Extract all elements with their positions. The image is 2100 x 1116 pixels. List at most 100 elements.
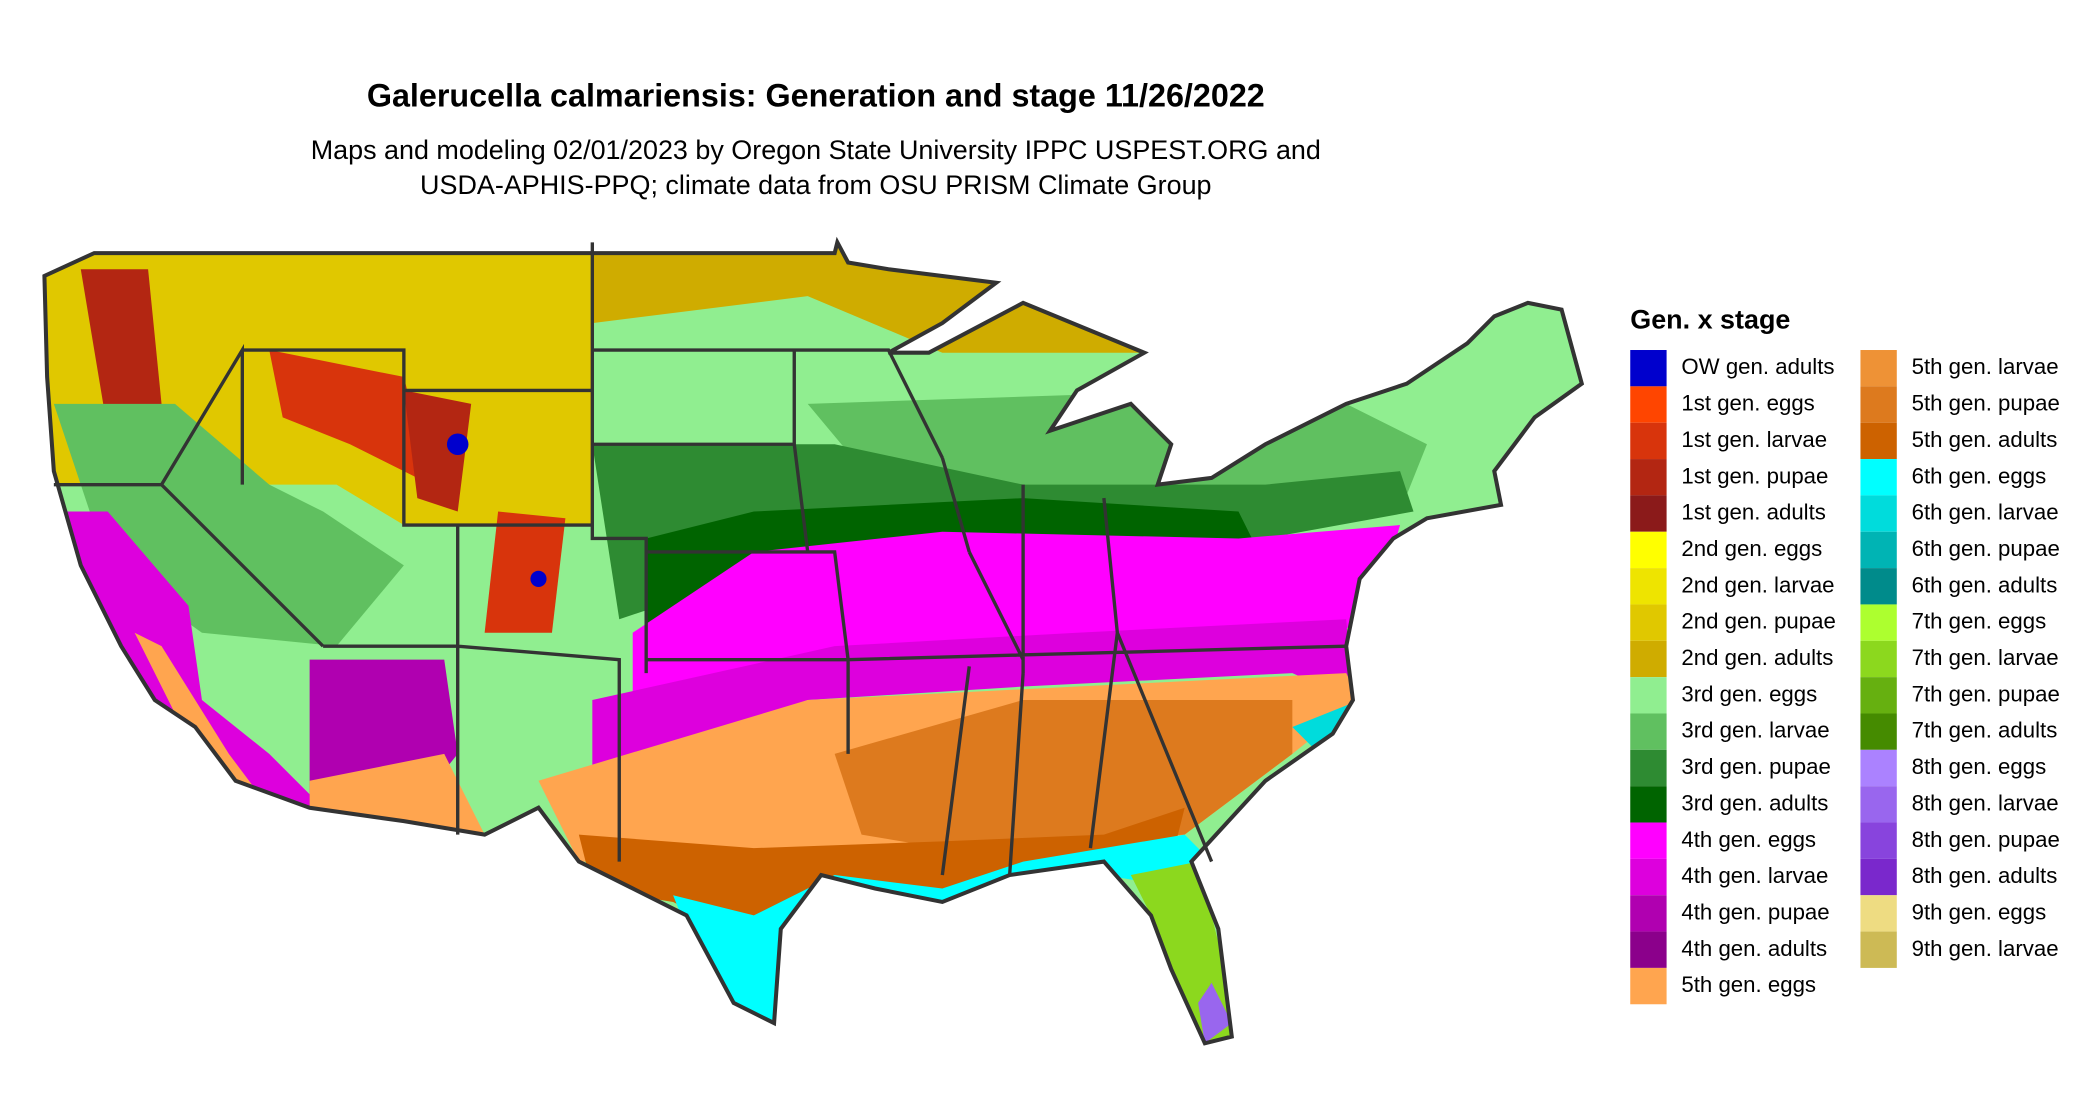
legend-label: 1st gen. larvae xyxy=(1681,428,1828,453)
legend-item: 5th gen. pupae xyxy=(1860,386,2060,423)
legend-label: 4th gen. eggs xyxy=(1681,827,1817,853)
legend-swatch xyxy=(1630,677,1667,714)
legend-swatch xyxy=(1860,640,1897,678)
region-1st-gen-larvae xyxy=(269,350,431,485)
legend-item: 7th gen. adults xyxy=(1860,713,2057,750)
legend-item: 6th gen. pupae xyxy=(1860,531,2060,569)
region-1st-gen-pupae xyxy=(80,269,162,431)
legend-label: 2nd gen. eggs xyxy=(1681,537,1823,562)
legend-swatch xyxy=(1630,495,1667,532)
legend-item: 8th gen. adults xyxy=(1860,858,2057,896)
legend-item: 5th gen. eggs xyxy=(1630,967,1817,1005)
legend-label: 9th gen. eggs xyxy=(1911,900,2047,925)
region-1st-gen-pupae xyxy=(403,390,472,512)
legend-item: 8th gen. eggs xyxy=(1860,749,2047,787)
legend-label: 1st gen. adults xyxy=(1681,500,1826,526)
legend-item: 7th gen. larvae xyxy=(1860,640,2059,678)
region-3rd-gen-adults xyxy=(646,498,1252,633)
legend-label: 7th gen. larvae xyxy=(1911,646,2059,671)
map-subtitle-line1: Maps and modeling 02/01/2023 by Oregon S… xyxy=(310,135,1321,166)
legend-swatch xyxy=(1860,495,1897,532)
legend-label: 3rd gen. eggs xyxy=(1681,682,1818,707)
legend-swatch xyxy=(1860,422,1897,460)
region-4th-gen-larvae-west xyxy=(53,511,324,808)
legend-label: 8th gen. larvae xyxy=(1911,791,2059,816)
region-5th-gen-eggs-west xyxy=(134,632,270,808)
legend-swatch xyxy=(1860,568,1897,605)
legend-label: 4th gen. larvae xyxy=(1681,864,1829,889)
legend-label: 3rd gen. larvae xyxy=(1681,718,1830,744)
legend-swatch xyxy=(1630,713,1667,750)
legend-item: 2nd gen. larvae xyxy=(1630,568,1835,605)
legend-swatch xyxy=(1860,677,1897,714)
legend-item: 8th gen. pupae xyxy=(1860,822,2060,859)
legend-swatch xyxy=(1630,640,1667,678)
legend-item: 1st gen. adults xyxy=(1630,495,1826,532)
legend-item: 5th gen. larvae xyxy=(1860,350,2059,387)
legend-label: OW gen. adults xyxy=(1681,355,1835,380)
legend-item: 8th gen. larvae xyxy=(1860,786,2059,823)
region-2nd-gen-adults xyxy=(592,242,1158,353)
legend-swatch xyxy=(1860,531,1897,569)
legend-swatch xyxy=(1860,749,1897,787)
legend-label: 5th gen. eggs xyxy=(1681,973,1817,998)
legend-swatch xyxy=(1630,604,1667,641)
legend-item: 3rd gen. eggs xyxy=(1630,677,1818,714)
legend-swatch xyxy=(1630,350,1667,387)
legend-item: 9th gen. eggs xyxy=(1860,895,2047,932)
legend-label: 7th gen. eggs xyxy=(1911,609,2047,635)
legend-label: 5th gen. pupae xyxy=(1911,391,2060,416)
legend-swatch xyxy=(1630,858,1667,896)
legend-swatch xyxy=(1860,713,1897,750)
legend-label: 6th gen. pupae xyxy=(1911,537,2060,562)
legend-item: 1st gen. larvae xyxy=(1630,422,1828,460)
legend-item: 2nd gen. adults xyxy=(1630,640,1834,678)
legend-label: 2nd gen. larvae xyxy=(1681,573,1835,598)
legend-label: 3rd gen. pupae xyxy=(1681,755,1831,780)
legend-swatch xyxy=(1630,822,1667,859)
legend-item: 1st gen. pupae xyxy=(1630,459,1829,496)
legend-item: 1st gen. eggs xyxy=(1630,386,1815,423)
legend-item: 2nd gen. eggs xyxy=(1630,531,1823,569)
legend-swatch xyxy=(1860,786,1897,823)
legend-item: 4th gen. pupae xyxy=(1630,895,1830,932)
legend-item: OW gen. adults xyxy=(1630,350,1835,387)
map-subtitle-line2: USDA-APHIS-PPQ; climate data from OSU PR… xyxy=(420,170,1212,201)
legend-label: 1st gen. eggs xyxy=(1681,391,1815,416)
legend-swatch xyxy=(1630,749,1667,787)
legend-label: 6th gen. adults xyxy=(1911,573,2058,598)
legend-label: 2nd gen. adults xyxy=(1681,646,1834,671)
region-5th-gen-adults xyxy=(578,807,1185,943)
legend-swatch xyxy=(1860,350,1897,387)
legend-swatch xyxy=(1860,604,1897,641)
legend-label: 1st gen. pupae xyxy=(1681,464,1829,489)
legend-item: 6th gen. eggs xyxy=(1860,459,2046,496)
legend-item: 9th gen. larvae xyxy=(1860,931,2059,968)
state-borders xyxy=(53,242,1347,876)
legend-swatch xyxy=(1860,895,1897,932)
legend-label: 5th gen. adults xyxy=(1911,428,2058,453)
legend-label: 4th gen. pupae xyxy=(1681,900,1830,925)
legend-label: 2nd gen. pupae xyxy=(1681,609,1836,635)
legend-label: 5th gen. larvae xyxy=(1911,355,2059,380)
legend-swatch xyxy=(1630,895,1667,932)
legend-label: 8th gen. eggs xyxy=(1911,755,2047,780)
legend-item: 4th gen. adults xyxy=(1630,931,1827,968)
legend-item: 3rd gen. adults xyxy=(1630,786,1828,823)
map-title: Galerucella calmariensis: Generation and… xyxy=(366,78,1265,115)
legend-item: 7th gen. pupae xyxy=(1860,677,2060,714)
legend-swatch xyxy=(1860,822,1897,859)
legend-item: 4th gen. larvae xyxy=(1630,858,1829,896)
legend-label: 7th gen. pupae xyxy=(1911,682,2060,707)
legend-item: 6th gen. larvae xyxy=(1860,495,2059,532)
legend-label: 8th gen. pupae xyxy=(1911,827,2060,853)
legend-item: 7th gen. eggs xyxy=(1860,604,2047,641)
legend-swatch xyxy=(1630,967,1667,1005)
legend-swatch xyxy=(1630,422,1667,460)
legend-swatch xyxy=(1630,531,1667,569)
legend-item: 6th gen. adults xyxy=(1860,568,2058,605)
legend-swatch xyxy=(1630,786,1667,823)
legend-swatch xyxy=(1860,858,1897,896)
